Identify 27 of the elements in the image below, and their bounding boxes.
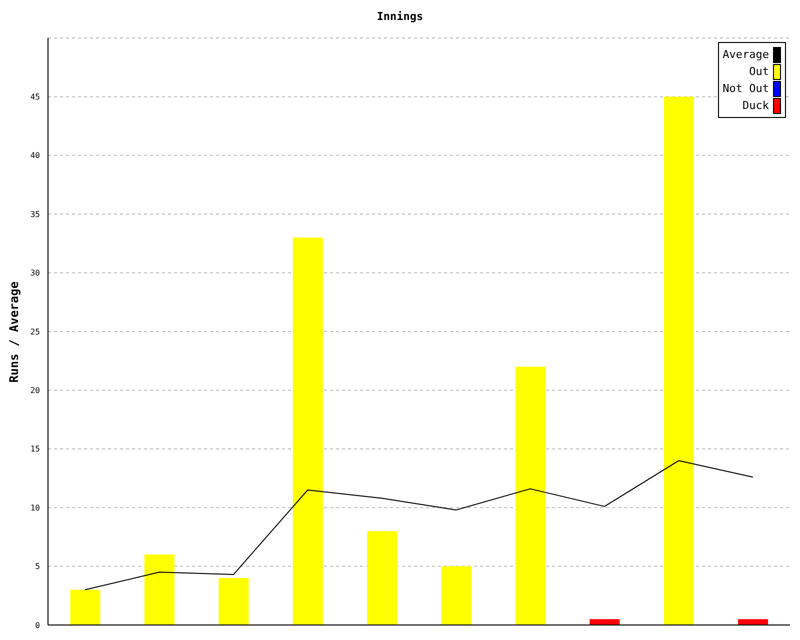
bar xyxy=(590,619,620,625)
line-series xyxy=(84,460,754,590)
bar xyxy=(441,566,472,625)
y-axis-title: Runs / Average xyxy=(7,281,21,383)
bar xyxy=(367,531,398,625)
legend-label: Average xyxy=(722,48,769,61)
y-tick-label: 35 xyxy=(30,210,40,219)
bar xyxy=(218,578,249,625)
y-tick-label: 45 xyxy=(30,92,40,102)
bar xyxy=(515,366,546,625)
bar xyxy=(738,619,768,625)
bar xyxy=(292,238,323,625)
y-tick-label: 30 xyxy=(30,268,40,278)
y-tick-label: 15 xyxy=(30,444,40,454)
bar xyxy=(664,96,694,625)
chart-title: Innings xyxy=(376,10,424,23)
y-tick-label: 40 xyxy=(30,151,40,160)
bar xyxy=(144,554,174,625)
bar xyxy=(70,590,100,625)
y-tick-label: 20 xyxy=(30,386,40,396)
y-tick-label: 25 xyxy=(30,327,40,336)
legend-label: Out xyxy=(749,65,769,78)
y-tick-label: 10 xyxy=(30,503,40,512)
y-tick-label: 5 xyxy=(35,562,40,572)
y-tick-label: 0 xyxy=(35,620,40,630)
legend-label: Duck xyxy=(742,99,769,112)
legend-label: Not Out xyxy=(722,82,769,95)
